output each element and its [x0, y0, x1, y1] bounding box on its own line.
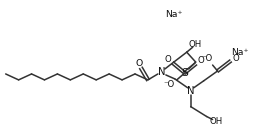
Text: ⁻O: ⁻O	[201, 54, 212, 63]
Text: O: O	[164, 55, 171, 64]
Text: O: O	[197, 56, 204, 65]
Text: Na⁺: Na⁺	[165, 10, 183, 19]
Text: S: S	[181, 68, 188, 78]
Text: N: N	[187, 86, 194, 96]
Text: OH: OH	[188, 40, 201, 49]
Text: Na⁺: Na⁺	[231, 48, 248, 57]
Text: O: O	[135, 59, 143, 68]
Text: O: O	[232, 54, 239, 63]
Text: OH: OH	[210, 117, 223, 126]
Text: ⁻O: ⁻O	[163, 80, 174, 89]
Text: N: N	[158, 67, 166, 77]
